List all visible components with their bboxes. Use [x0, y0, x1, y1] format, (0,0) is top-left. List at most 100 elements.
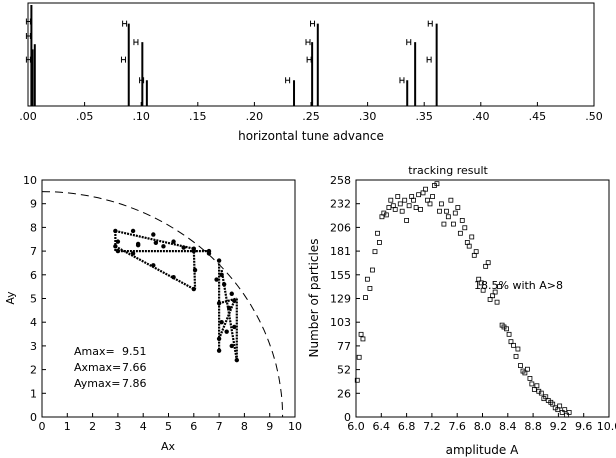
aperture-trace-segment: [218, 300, 236, 340]
tracking-point: [559, 410, 565, 415]
aperture-point: [161, 244, 166, 249]
tracking-point: [445, 214, 451, 220]
tracking-x-axis-label: amplitude A: [446, 443, 519, 457]
tracking-point: [508, 339, 514, 345]
aperture-stat-value: 7.66: [122, 361, 147, 374]
tracking-point: [515, 346, 521, 352]
aperture-point: [151, 232, 156, 237]
tracking-point: [395, 194, 401, 199]
tracking-x-tick-label: 8.0: [474, 420, 492, 433]
tracking-point: [492, 289, 498, 295]
aperture-point: [130, 228, 136, 234]
tracking-point: [457, 230, 463, 236]
tracking-point: [404, 218, 410, 223]
tracking-point: [399, 208, 405, 214]
tracking-point: [529, 381, 535, 387]
tracking-point: [370, 267, 375, 273]
aperture-y-axis-label: Ay: [4, 291, 17, 305]
dynamic-aperture-boundary: [41, 191, 284, 418]
tracking-y-tick-label: 206: [330, 221, 351, 234]
spectrum-resonance-mark: [25, 18, 31, 25]
tracking-point: [354, 377, 360, 383]
tracking-x-tick-label: 6.4: [373, 420, 391, 433]
aperture-stat-label: Aymax=: [74, 377, 120, 390]
tracking-point: [427, 201, 433, 207]
tracking-point: [388, 197, 394, 203]
aperture-y-tick-label: 7: [30, 245, 37, 258]
tracking-y-tick-label: 77: [337, 340, 351, 353]
tracking-point: [543, 394, 549, 400]
tracking-point: [444, 208, 449, 214]
tracking-point: [451, 221, 456, 227]
tracking-point: [469, 234, 475, 240]
aperture-x-tick-label: 0: [39, 420, 46, 433]
tracking-point: [522, 370, 528, 376]
tracking-point: [455, 205, 461, 210]
spectrum-resonance-mark: [310, 20, 316, 27]
aperture-y-tick-label: 2: [30, 364, 37, 377]
tracking-point: [416, 192, 422, 198]
aperture-y-tick-label: 10: [23, 174, 37, 187]
aperture-point: [171, 239, 176, 244]
tracking-point: [452, 210, 458, 216]
spectrum-resonance-mark: [120, 56, 126, 63]
tracking-y-tick-label: 181: [330, 245, 351, 258]
spectrum-x-tick-label: .00: [19, 110, 37, 123]
tracking-point: [358, 331, 364, 337]
tracking-x-tick-label: 9.6: [575, 420, 593, 433]
aperture-point: [214, 277, 219, 282]
tracking-point: [363, 295, 368, 300]
spectrum-resonance-mark: [25, 56, 31, 63]
tracking-point: [566, 410, 572, 415]
aperture-x-tick-label: 9: [266, 420, 273, 433]
aperture-x-tick-label: 6: [190, 420, 197, 433]
aperture-point: [229, 291, 234, 296]
spectrum-resonance-mark: [305, 39, 311, 46]
tracking-point: [402, 197, 408, 203]
tune-spectrum-chart: .00 .05 .10 .15 .20 .25 .30 .35 .40 .45 .50 horizo…: [19, 2, 603, 143]
aperture-stat-value: 9.51: [122, 345, 147, 358]
tracking-point: [356, 354, 362, 360]
tracking-y-tick-label: 103: [330, 316, 351, 329]
aperture-y-tick-label: 9: [30, 198, 37, 211]
aperture-x-axis-label: Ax: [161, 440, 176, 453]
tracking-point: [483, 263, 489, 269]
tracking-point: [557, 403, 563, 409]
tracking-y-tick-label: 155: [330, 269, 351, 282]
tracking-point: [383, 212, 389, 218]
tracking-point: [534, 383, 540, 389]
spectrum-resonance-mark: [285, 77, 291, 84]
aperture-x-tick-label: 4: [140, 420, 147, 433]
tracking-point: [420, 190, 426, 196]
aperture-y-tick-label: 0: [30, 411, 37, 424]
tracking-point: [480, 287, 486, 293]
spectrum-resonance-mark: [133, 39, 139, 46]
tracking-x-tick-label: 10.0: [597, 420, 616, 433]
spectrum-plot-frame: [27, 2, 595, 107]
tracking-point: [490, 293, 496, 299]
tracking-y-tick-label: 26: [337, 387, 351, 400]
aperture-y-tick-label: 5: [30, 293, 37, 306]
tracking-point: [372, 249, 378, 255]
tracking-point: [434, 181, 440, 187]
tracking-x-tick-label: 7.2: [423, 420, 441, 433]
spectrum-x-tick-label: .50: [585, 110, 603, 123]
aperture-y-tick-label: 3: [30, 340, 37, 353]
aperture-trace-segment: [115, 229, 195, 250]
tracking-point: [466, 243, 472, 249]
tracking-x-tick-label: 8.8: [524, 420, 542, 433]
tracking-point: [476, 276, 482, 282]
aperture-x-tick-label: 5: [165, 420, 172, 433]
aperture-x-tick-label: 7: [216, 420, 223, 433]
tracking-y-tick-label: 258: [330, 174, 351, 187]
tracking-point: [397, 201, 403, 207]
tracking-point: [438, 201, 444, 207]
spectrum-resonance-mark: [426, 56, 432, 63]
tracking-point: [550, 401, 556, 407]
tracking-point: [478, 280, 484, 286]
aperture-x-tick-label: 10: [288, 420, 302, 433]
tracking-point: [441, 221, 447, 227]
spectrum-x-tick-label: .10: [132, 110, 150, 123]
spectrum-x-tick-label: .40: [472, 110, 490, 123]
